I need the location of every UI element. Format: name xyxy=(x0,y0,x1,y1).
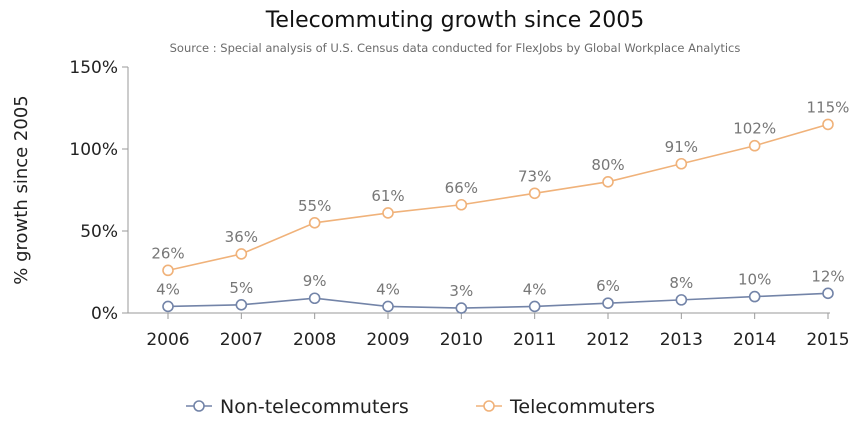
data-point xyxy=(528,187,541,200)
data-label: 102% xyxy=(733,120,776,138)
series-telecommuters: 26% 36% 55% 61% 66% 73% 80% 91% 102% 115% xyxy=(151,98,850,277)
data-label: 26% xyxy=(151,244,184,262)
x-tick-label: 2013 xyxy=(660,330,703,350)
x-tick-label: 2009 xyxy=(366,330,409,350)
data-point xyxy=(602,176,614,188)
data-label: 61% xyxy=(371,187,404,205)
y-axis-label: % growth since 2005 xyxy=(11,95,32,284)
data-label: 12% xyxy=(811,267,844,285)
chart-subtitle: Source : Special analysis of U.S. Census… xyxy=(170,41,741,55)
data-point xyxy=(382,300,394,313)
legend-item: Telecommuters xyxy=(476,396,655,418)
data-label: 8% xyxy=(669,274,693,292)
data-point xyxy=(308,217,321,229)
data-point xyxy=(675,157,688,170)
series-layer: 4% 5% 9% 4% 3% 4% 6% 8% 10% 12% 26% 36% 55% 61% 66% 73%… xyxy=(151,98,850,314)
data-point xyxy=(675,294,688,306)
data-point xyxy=(748,290,761,303)
legend-item: Non-telecommuters xyxy=(186,396,409,418)
series-non-telecommuters: 4% 5% 9% 4% 3% 4% 6% 8% 10% 12% xyxy=(156,267,845,314)
legend-marker xyxy=(483,400,495,412)
x-tick-label: 2006 xyxy=(146,330,189,350)
axes: 0% 50% 100% 150% 2006 2007 2008 2009 2010 2011 201… xyxy=(69,58,849,350)
data-point xyxy=(602,297,614,309)
x-tick-label: 2014 xyxy=(733,330,776,350)
series-line xyxy=(167,292,829,309)
y-tick-label: 0% xyxy=(91,304,118,324)
data-point xyxy=(162,264,174,277)
data-point xyxy=(235,298,248,311)
y-tick-label: 50% xyxy=(80,222,118,242)
legend-marker xyxy=(193,400,205,412)
x-tick-label: 2008 xyxy=(293,330,336,350)
x-tick-label: 2007 xyxy=(220,330,263,350)
y-tick-label: 150% xyxy=(69,58,118,78)
series-line xyxy=(167,123,829,272)
data-label: 36% xyxy=(225,228,258,246)
data-label: 9% xyxy=(303,272,327,290)
data-point xyxy=(822,287,834,300)
data-point xyxy=(455,302,468,314)
data-label: 55% xyxy=(298,197,331,215)
x-tick-label: 2010 xyxy=(440,330,483,350)
data-label: 4% xyxy=(376,280,400,298)
data-label: 80% xyxy=(591,156,624,174)
data-label: 3% xyxy=(449,282,473,300)
data-label: 66% xyxy=(445,179,478,197)
data-point xyxy=(748,139,761,152)
data-label: 91% xyxy=(665,138,698,156)
data-point xyxy=(528,300,541,313)
data-label: 10% xyxy=(738,271,771,289)
y-tick-label: 100% xyxy=(69,140,118,160)
chart-title: Telecommuting growth since 2005 xyxy=(265,8,645,33)
data-label: 5% xyxy=(229,279,253,297)
data-point xyxy=(382,207,394,219)
data-point xyxy=(308,292,321,305)
legend-label: Non-telecommuters xyxy=(220,396,409,418)
legend-label: Telecommuters xyxy=(509,396,655,418)
data-point xyxy=(455,198,468,211)
data-point xyxy=(822,118,834,131)
data-label: 4% xyxy=(523,280,547,298)
data-label: 6% xyxy=(596,277,620,295)
data-point xyxy=(162,300,174,313)
data-label: 73% xyxy=(518,167,551,185)
x-tick-label: 2011 xyxy=(513,330,556,350)
data-point xyxy=(235,248,248,260)
legend: Non-telecommuters Telecommuters xyxy=(186,396,655,418)
data-label: 4% xyxy=(156,280,180,298)
x-tick-label: 2012 xyxy=(586,330,629,350)
data-label: 115% xyxy=(807,98,850,116)
x-tick-label: 2015 xyxy=(806,330,849,350)
